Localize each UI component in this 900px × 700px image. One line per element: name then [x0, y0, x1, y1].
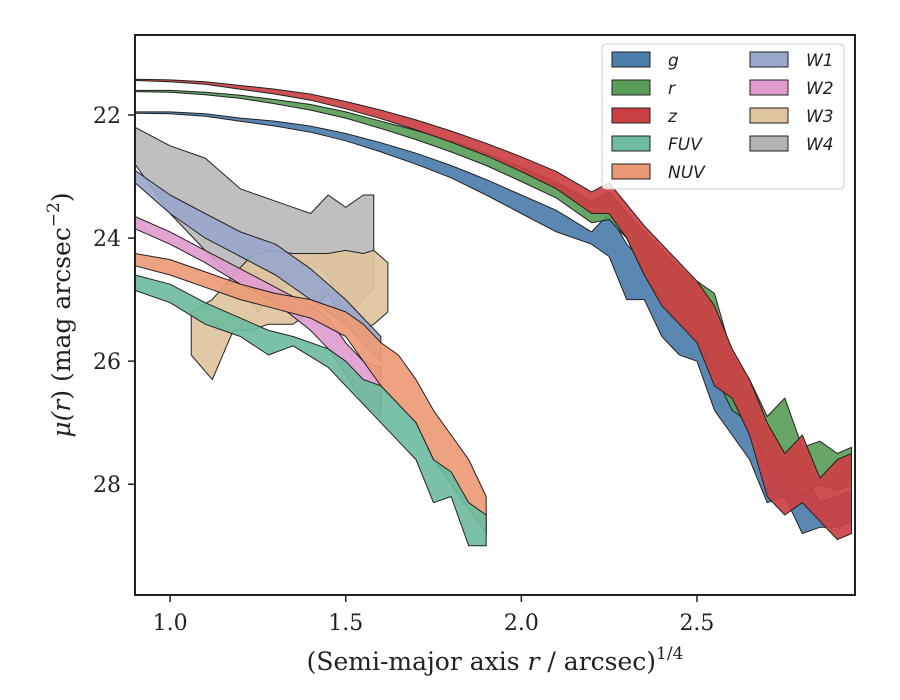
legend-swatch-w4: [749, 135, 789, 152]
legend-label-z: z: [667, 107, 678, 127]
y-axis-label: μ(r) (mag arcsec−2): [44, 192, 76, 437]
legend-label-r: r: [668, 79, 676, 99]
legend-label-w2: W2: [806, 79, 834, 99]
legend-label-w1: W1: [806, 51, 834, 71]
legend-label-fuv: FUV: [668, 135, 703, 155]
y-tick-label: 22: [93, 104, 121, 129]
legend-swatch-w3: [749, 107, 789, 124]
plot-frame: [134, 34, 856, 596]
series-bands: [134, 78, 852, 547]
legend-swatch-z: [611, 107, 651, 124]
band-z: [134, 78, 852, 541]
legend-swatch-fuv: [611, 135, 651, 152]
x-tick-label: 1.0: [153, 611, 188, 636]
y-tick-label: 26: [93, 350, 121, 375]
y-axis: 22 24 26 28: [93, 104, 135, 498]
legend-label-g: g: [668, 51, 679, 71]
x-tick-label: 2.0: [504, 611, 539, 636]
y-tick-label: 24: [93, 227, 121, 252]
legend-label-w3: W3: [806, 107, 834, 127]
legend: grz FUV NUV W1 W2 W3 W4: [601, 43, 845, 190]
legend-swatch-r: [611, 79, 651, 96]
x-axis: 1.0 1.5 2.0 2.5: [153, 595, 714, 636]
x-axis-label: (Semi-major axis r / arcsec)1/4: [307, 644, 684, 676]
legend-swatch-w2: [749, 79, 789, 96]
legend-swatch-w1: [749, 51, 789, 68]
legend-label-w4: W4: [806, 135, 834, 155]
x-tick-label: 1.5: [328, 611, 363, 636]
legend-swatch-g: [611, 51, 651, 68]
band-fuv: [134, 274, 487, 547]
x-tick-label: 2.5: [679, 611, 714, 636]
legend-swatch-nuv: [611, 163, 651, 180]
y-tick-label: 28: [93, 473, 121, 498]
legend-label-nuv: NUV: [668, 163, 706, 183]
